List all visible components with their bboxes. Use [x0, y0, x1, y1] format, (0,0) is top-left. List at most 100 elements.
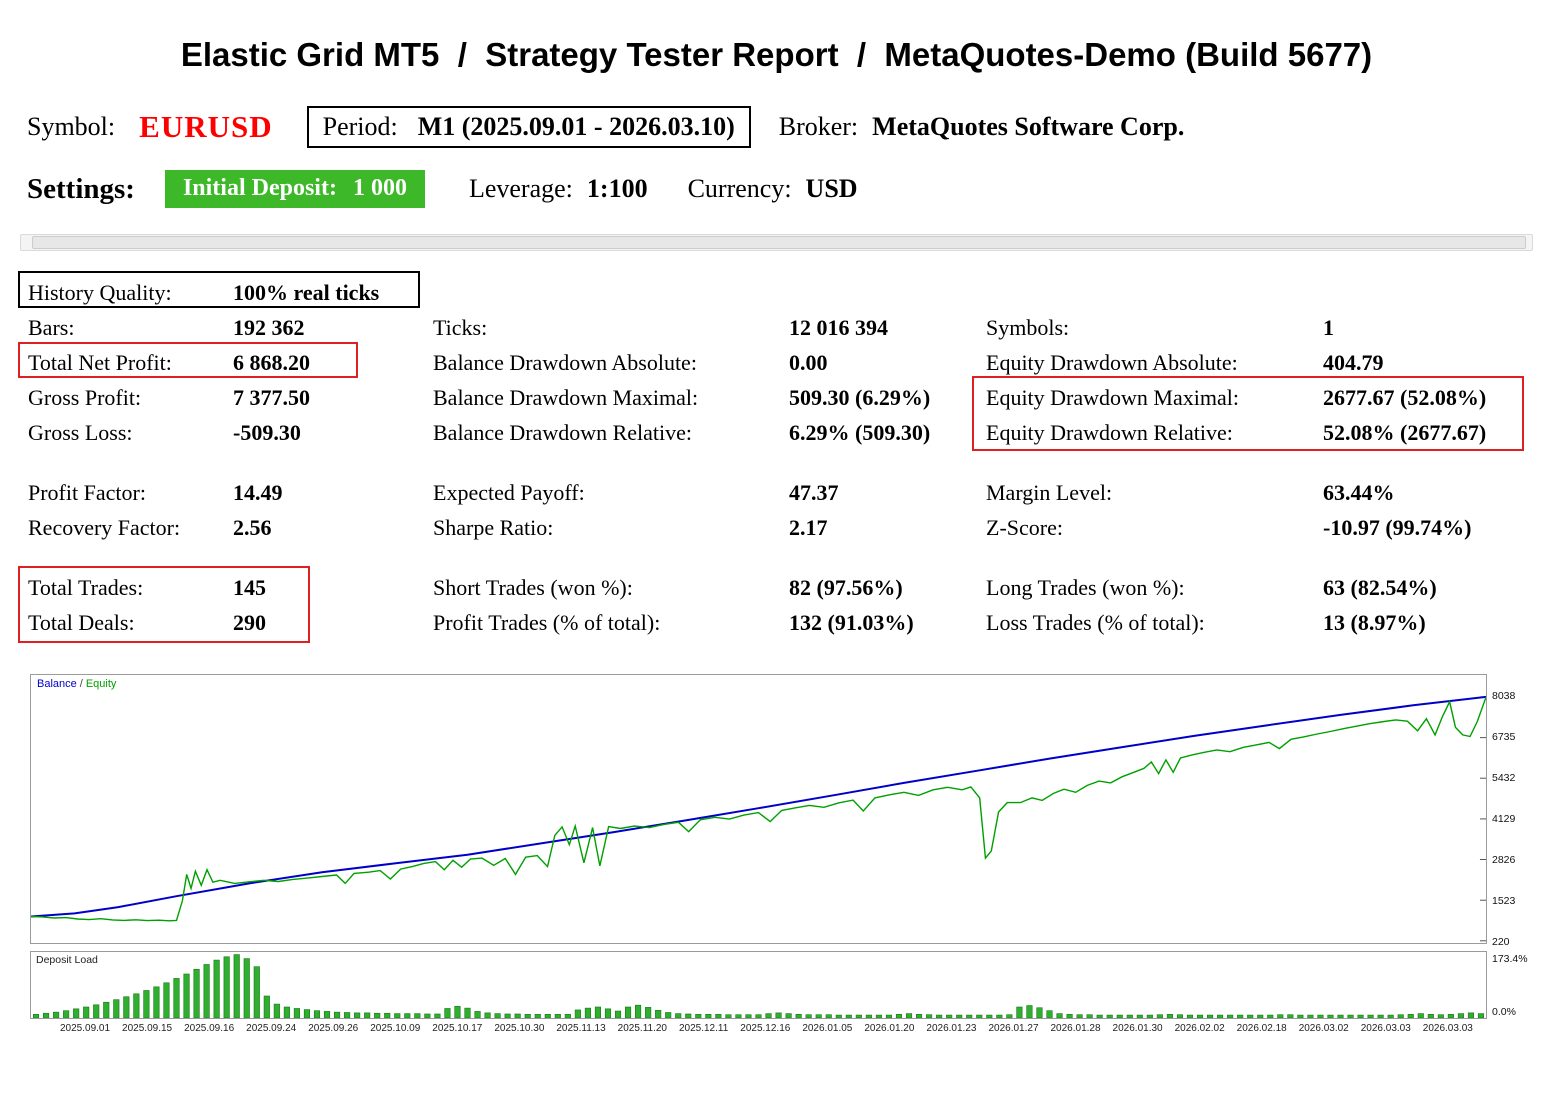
deposit-load-bar [1126, 1014, 1133, 1018]
deposit-load-bar [775, 1012, 782, 1018]
leverage-label: Leverage: [468, 174, 573, 203]
stats-row: History Quality: 100% real ticks [28, 275, 1525, 310]
deposit-load-bar [685, 1013, 692, 1018]
y-axis-label: 5432 [1492, 771, 1516, 784]
deposit-load-bar [1377, 1014, 1384, 1018]
stat-label: Sharpe Ratio: [433, 514, 554, 540]
deposit-load-bar [936, 1014, 943, 1018]
stat-value: 100% real ticks [233, 279, 380, 305]
deposit-load-svg [32, 954, 1485, 1018]
deposit-load-bar [604, 1008, 612, 1018]
deposit-load-bar [574, 1009, 581, 1018]
deposit-load-bar [1467, 1012, 1475, 1018]
stat-label: Total Deals: [28, 609, 135, 635]
deposit-load-bar [1206, 1014, 1214, 1018]
stat-cell: Z-Score: -10.97 (99.74%) [986, 515, 1525, 541]
deposit-load-bar [584, 1007, 591, 1018]
x-axis-date: 2026.02.02 [1174, 1023, 1225, 1034]
x-axis-date: 2025.09.16 [184, 1023, 235, 1034]
deposit-load-bar [1116, 1014, 1123, 1018]
initial-deposit-value: 1 000 [352, 175, 407, 201]
stat-label: Balance Drawdown Absolute: [433, 349, 697, 375]
balance-equity-svg [31, 695, 1486, 942]
series-balance-line [31, 695, 1486, 918]
deposit-load-bar [213, 959, 220, 1018]
deposit-load-bar [474, 1011, 481, 1018]
horizontal-scrollbar[interactable] [20, 234, 1533, 251]
deposit-load-bar [1307, 1014, 1314, 1018]
balance-axis-labels: 8038 6735 5432 4129 2826 1523 220 [1487, 674, 1539, 948]
deposit-load-bar [253, 966, 260, 1018]
deposit-load-bar [946, 1014, 953, 1018]
stat-cell: Balance Drawdown Maximal: 509.30 (6.29%) [433, 385, 986, 411]
stat-value: 192 362 [233, 314, 305, 340]
deposit-load-bar [434, 1013, 441, 1018]
stat-cell: Short Trades (won %): 82 (97.56%) [433, 575, 986, 601]
deposit-load-bar [976, 1014, 983, 1018]
stats-row: Gross Profit: 7 377.50 Balance Drawdown Ma… [28, 380, 1525, 415]
deposit-load-bar [805, 1014, 812, 1018]
scrollbar-thumb[interactable] [32, 236, 1526, 249]
stat-cell: Long Trades (won %): 63 (82.54%) [986, 575, 1525, 601]
x-axis-date: 2025.09.24 [246, 1023, 297, 1034]
deposit-load-bar [645, 1007, 652, 1018]
deposit-load-bar [745, 1014, 752, 1018]
deposit-load-bar [594, 1006, 602, 1018]
stat-label: Profit Factor: [28, 479, 146, 505]
stat-value: 145 [233, 574, 266, 600]
deposit-load-bar [885, 1014, 893, 1018]
deposit-load-bar [635, 1004, 642, 1018]
x-axis-date: 2025.10.30 [494, 1023, 545, 1034]
deposit-load-bar [273, 1003, 280, 1018]
stat-cell: Recovery Factor: 2.56 [28, 515, 433, 541]
stat-cell: Equity Drawdown Relative: 52.08% (2677.67… [986, 420, 1525, 446]
x-axis-date: 2026.03.03 [1360, 1023, 1411, 1034]
stat-cell: Gross Profit: 7 377.50 [28, 385, 433, 411]
stat-label: Balance Drawdown Relative: [433, 419, 693, 445]
stat-label: Expected Payoff: [433, 479, 585, 505]
y-axis-label: 220 [1492, 935, 1510, 948]
deposit-min-label: 0.0% [1492, 1006, 1516, 1018]
series-equity-line [31, 696, 1486, 922]
deposit-load-bar [183, 973, 190, 1018]
stat-value: 2.56 [233, 514, 272, 540]
stat-label: Short Trades (won %): [433, 574, 633, 600]
y-axis-label: 1523 [1492, 894, 1516, 907]
stat-label: Loss Trades (% of total): [986, 609, 1205, 635]
deposit-load-bar [675, 1013, 682, 1018]
broker-value: MetaQuotes Software Corp. [872, 112, 1185, 141]
stat-cell: Equity Drawdown Maximal: 2677.67 (52.08%) [986, 385, 1525, 411]
deposit-load-bar [895, 1014, 903, 1018]
deposit-load-bar [263, 995, 270, 1018]
deposit-load-bar [785, 1013, 792, 1018]
stat-label: History Quality: [28, 279, 172, 305]
deposit-load-bar [855, 1014, 862, 1018]
deposit-load-bar [725, 1014, 732, 1018]
deposit-load-bar [1016, 1006, 1023, 1018]
leverage-group: Leverage: 1:100 [469, 174, 648, 204]
deposit-load-bar [564, 1014, 571, 1018]
stats-spacer [28, 450, 1525, 475]
deposit-load-bar [1086, 1014, 1093, 1018]
legend-balance: Balance [37, 678, 77, 690]
deposit-load-bar [1417, 1013, 1424, 1018]
deposit-load-bar [63, 1010, 70, 1018]
deposit-load-bar [665, 1012, 672, 1018]
deposit-load-bar [354, 1012, 361, 1018]
stat-label: Profit Trades (% of total): [433, 609, 661, 635]
deposit-load-bar [344, 1012, 351, 1018]
deposit-load-bar [1096, 1014, 1103, 1018]
deposit-load-bar [554, 1014, 561, 1018]
stat-label: Gross Loss: [28, 419, 133, 445]
deposit-load-bar [1437, 1014, 1444, 1018]
deposit-load-bar [1066, 1014, 1073, 1018]
deposit-load-bar [956, 1014, 963, 1018]
deposit-load-bar [1247, 1014, 1254, 1018]
deposit-load-bar [655, 1009, 662, 1018]
settings-label: Settings: [27, 172, 135, 205]
stat-value: 132 (91.03%) [789, 609, 914, 635]
stat-value: -10.97 (99.74%) [1323, 514, 1472, 540]
deposit-load-bar [113, 999, 120, 1018]
deposit-load-bar [203, 964, 210, 1018]
deposit-load-bar [364, 1012, 371, 1018]
